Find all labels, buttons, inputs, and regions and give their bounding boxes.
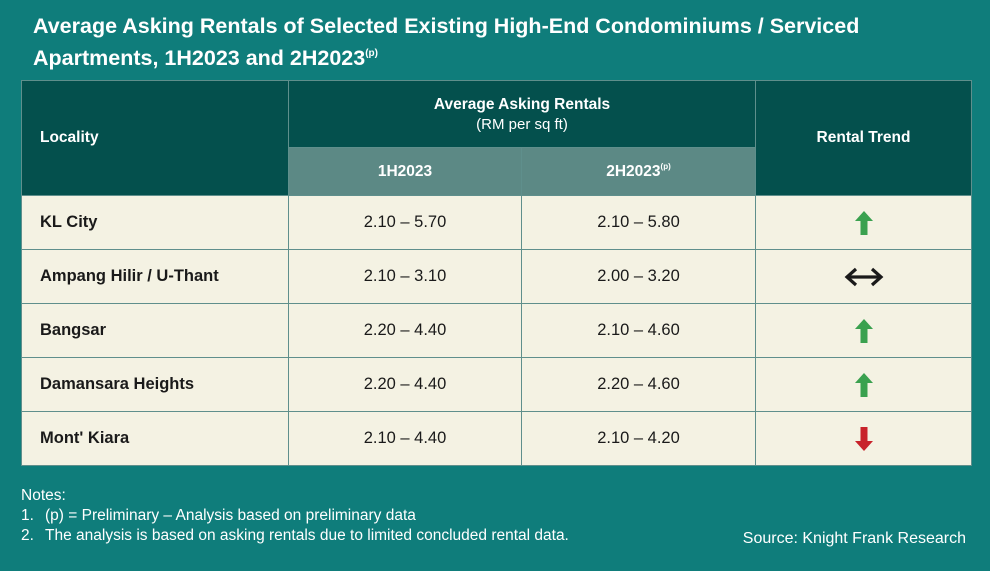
note-item-1: 1. (p) = Preliminary – Analysis based on … — [21, 506, 721, 526]
cell-1h2023: 2.20 – 4.40 — [288, 357, 522, 412]
cell-rental-trend — [755, 411, 972, 466]
table-row: Mont' Kiara 2.10 – 4.40 2.10 – 4.20 — [21, 411, 972, 466]
table-body: KL City 2.10 – 5.70 2.10 – 5.80 Ampang Hili… — [21, 195, 972, 466]
cell-1h2023: 2.10 – 3.10 — [288, 249, 522, 304]
table-row: Ampang Hilir / U-Thant 2.10 – 3.10 2.00 – … — [21, 249, 972, 304]
cell-locality: Bangsar — [21, 303, 289, 358]
note-number: 2. — [21, 527, 34, 544]
header-rentals-title: Average Asking Rentals — [433, 95, 611, 113]
arrow-down-icon — [854, 426, 873, 451]
table-row: KL City 2.10 – 5.70 2.10 – 5.80 — [21, 195, 972, 250]
cell-rental-trend — [755, 195, 972, 250]
note-number: 1. — [21, 507, 34, 524]
cell-locality: Ampang Hilir / U-Thant — [21, 249, 289, 304]
note-item-2: 2. The analysis is based on asking rental… — [21, 526, 721, 546]
note-text: The analysis is based on asking rentals … — [45, 527, 569, 544]
header-2h2023: 2H2023(p) — [521, 147, 756, 196]
notes-heading: Notes: — [21, 487, 66, 504]
cell-rental-trend — [755, 357, 972, 412]
header-rentals-unit: (RM per sq ft) — [476, 115, 568, 133]
chart-title-superscript: (p) — [365, 48, 378, 59]
arrow-up-icon — [854, 372, 873, 397]
header-rentals-group: Average Asking Rentals (RM per sq ft) — [288, 80, 756, 148]
cell-locality: Mont' Kiara — [21, 411, 289, 466]
cell-2h2023: 2.00 – 3.20 — [521, 249, 756, 304]
cell-2h2023: 2.20 – 4.60 — [521, 357, 756, 412]
cell-1h2023: 2.20 – 4.40 — [288, 303, 522, 358]
cell-1h2023: 2.10 – 4.40 — [288, 411, 522, 466]
cell-rental-trend — [755, 249, 972, 304]
cell-rental-trend — [755, 303, 972, 358]
cell-2h2023: 2.10 – 4.20 — [521, 411, 756, 466]
header-2h2023-label: 2H2023 — [606, 163, 661, 180]
notes: Notes: 1. (p) = Preliminary – Analysis ba… — [21, 486, 721, 546]
cell-locality: Damansara Heights — [21, 357, 289, 412]
arrow-up-icon — [854, 318, 873, 343]
cell-2h2023: 2.10 – 4.60 — [521, 303, 756, 358]
arrow-up-icon — [854, 210, 873, 235]
cell-locality: KL City — [21, 195, 289, 250]
header-rental-trend: Rental Trend — [755, 80, 972, 196]
cell-1h2023: 2.10 – 5.70 — [288, 195, 522, 250]
table-row: Damansara Heights 2.20 – 4.40 2.20 – 4.60 — [21, 357, 972, 412]
table-row: Bangsar 2.20 – 4.40 2.10 – 4.60 — [21, 303, 972, 358]
rentals-table: Locality Average Asking Rentals (RM per … — [21, 80, 972, 466]
note-text: (p) = Preliminary – Analysis based on pr… — [45, 507, 416, 524]
chart-title: Average Asking Rentals of Selected Exist… — [33, 12, 933, 72]
cell-2h2023: 2.10 – 5.80 — [521, 195, 756, 250]
header-1h2023: 1H2023 — [288, 147, 522, 196]
header-2h2023-sup: (p) — [660, 162, 671, 171]
header-locality: Locality — [21, 80, 289, 196]
chart-title-text: Average Asking Rentals of Selected Exist… — [33, 14, 860, 70]
source-credit: Source: Knight Frank Research — [742, 530, 966, 547]
arrow-left-right-icon — [844, 267, 883, 286]
